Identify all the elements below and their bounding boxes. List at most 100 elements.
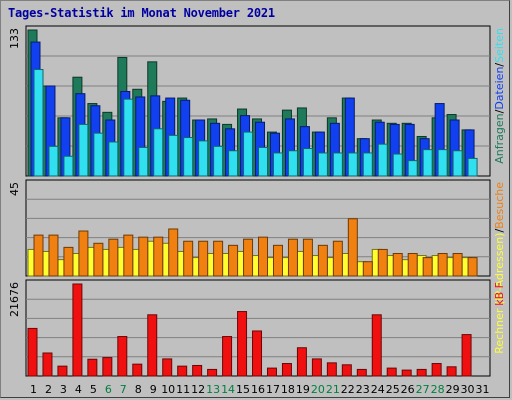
x-tick-label-day-13: 13	[206, 383, 220, 396]
legend-entry: kB F	[493, 282, 506, 306]
bar-visits-1-day-30	[467, 257, 478, 277]
chart-panel-kbytes: 21676 kB F	[8, 279, 506, 377]
bar-visits-1-day-8	[138, 236, 149, 277]
x-tick-label-day-23: 23	[356, 383, 370, 396]
x-tick-label-day-15: 15	[236, 383, 250, 396]
bar-visits-1-day-13	[213, 240, 224, 277]
legend-kbytes: kB F	[493, 282, 506, 306]
legend-entry: /	[493, 63, 506, 67]
bar-kbytes-0-day-29	[446, 366, 457, 377]
bar-kbytes-0-day-12	[192, 364, 203, 377]
x-tick-label-day-21: 21	[326, 383, 340, 396]
bar-kbytes-0-day-28	[431, 363, 442, 377]
bar-requests-2-day-15	[243, 131, 254, 177]
x-tick-label-day-19: 19	[296, 383, 310, 396]
bar-visits-1-day-9	[153, 236, 164, 277]
bar-requests-2-day-23	[362, 152, 373, 177]
x-tick-label-day-26: 26	[401, 383, 415, 396]
bar-requests-2-day-3	[63, 155, 74, 177]
x-tick-label-day-3: 3	[60, 383, 67, 396]
bar-requests-2-day-20	[317, 152, 328, 177]
bar-visits-1-day-1	[33, 234, 44, 277]
x-tick-label-day-31: 31	[476, 383, 490, 396]
bar-requests-2-day-5	[93, 132, 104, 177]
x-tick-label-day-9: 9	[150, 383, 157, 396]
bar-visits-1-day-15	[243, 238, 254, 277]
bar-visits-1-day-16	[258, 236, 269, 277]
bar-kbytes-0-day-10	[162, 358, 173, 377]
bar-requests-2-day-21	[332, 152, 343, 177]
x-tick-label-day-29: 29	[446, 383, 460, 396]
bar-visits-1-day-18	[287, 238, 298, 277]
bar-visits-1-day-2	[48, 234, 59, 277]
x-tick-label-day-6: 6	[105, 383, 112, 396]
chart-panel-requests: 133 Anfragen/Dateien/Seiten	[8, 25, 506, 177]
bar-kbytes-0-day-25	[386, 367, 397, 377]
bar-kbytes-0-day-6	[102, 357, 113, 377]
bar-visits-1-day-21	[332, 240, 343, 277]
x-tick-label-day-24: 24	[371, 383, 385, 396]
bar-requests-2-day-9	[153, 128, 164, 177]
bar-requests-2-day-11	[183, 137, 194, 177]
bar-kbytes-0-day-13	[207, 368, 218, 377]
bar-visits-1-day-5	[93, 242, 104, 277]
x-tick-label-day-27: 27	[416, 383, 430, 396]
bar-kbytes-0-day-15	[237, 311, 248, 377]
bar-kbytes-0-day-22	[341, 364, 352, 377]
bar-kbytes-0-day-24	[371, 314, 382, 377]
bar-kbytes-0-day-11	[177, 365, 188, 377]
bar-visits-1-day-28	[437, 253, 448, 277]
bar-requests-2-day-12	[198, 140, 209, 177]
bar-requests-2-day-24	[377, 143, 388, 177]
bar-requests-2-day-25	[392, 153, 403, 177]
bar-kbytes-0-day-23	[356, 368, 367, 377]
page-title: Tages-Statistik im Monat November 2021	[8, 6, 275, 20]
y-axis-max-label: 133	[8, 28, 21, 49]
bar-requests-2-day-17	[272, 152, 283, 177]
legend-entry: Dateien	[493, 67, 506, 110]
x-tick-label-day-25: 25	[386, 383, 400, 396]
x-tick-label-day-22: 22	[341, 383, 355, 396]
bar-visits-1-day-3	[63, 246, 74, 277]
bar-visits-1-day-11	[183, 240, 194, 277]
x-tick-label-day-30: 30	[461, 383, 475, 396]
bar-visits-1-day-19	[302, 238, 313, 277]
x-axis-labels: 1 2 3 4 5 6 7 8 9 10 11 12 13 14 15 16 17 18 19 20 21 22 23 24 2…	[30, 383, 490, 396]
legend-entry: /	[493, 109, 506, 113]
bar-visits-1-day-24	[377, 248, 388, 277]
x-tick-label-day-14: 14	[221, 383, 235, 396]
legend-entry: Rechner (IP-Adressen)	[493, 233, 506, 354]
bar-kbytes-0-day-1	[27, 327, 38, 377]
bar-visits-1-day-26	[407, 253, 418, 277]
bar-kbytes-0-day-20	[311, 358, 322, 377]
bar-requests-2-day-26	[407, 160, 418, 177]
x-tick-label-day-11: 11	[176, 383, 190, 396]
bar-visits-1-day-4	[78, 230, 89, 277]
x-tick-label-day-2: 2	[45, 383, 52, 396]
bar-visits-1-day-14	[228, 244, 239, 277]
y-axis-max-label: 21676	[8, 282, 21, 317]
bar-visits-1-day-7	[123, 234, 134, 277]
bar-kbytes-0-day-16	[252, 330, 263, 377]
bar-kbytes-0-day-14	[222, 336, 233, 377]
bar-requests-2-day-29	[452, 150, 463, 177]
bar-visits-1-day-6	[108, 238, 119, 277]
bar-kbytes-0-day-5	[87, 358, 98, 377]
bar-requests-2-day-2	[48, 145, 59, 177]
bar-requests-2-day-6	[108, 141, 119, 177]
x-tick-label-day-10: 10	[161, 383, 175, 396]
bar-requests-2-day-22	[347, 152, 358, 177]
bar-requests-2-day-8	[138, 146, 149, 177]
legend-requests: Anfragen/Dateien/Seiten	[493, 28, 506, 164]
bar-requests-2-day-7	[123, 98, 134, 177]
bar-requests-2-day-30	[467, 157, 478, 177]
bar-kbytes-0-day-8	[132, 363, 143, 377]
bar-requests-2-day-10	[168, 134, 179, 177]
x-tick-label-day-20: 20	[311, 383, 325, 396]
bar-kbytes-0-day-4	[72, 283, 83, 377]
bar-visits-1-day-25	[392, 253, 403, 277]
y-axis-max-label: 45	[8, 182, 21, 196]
bar-kbytes-0-day-18	[281, 363, 292, 377]
